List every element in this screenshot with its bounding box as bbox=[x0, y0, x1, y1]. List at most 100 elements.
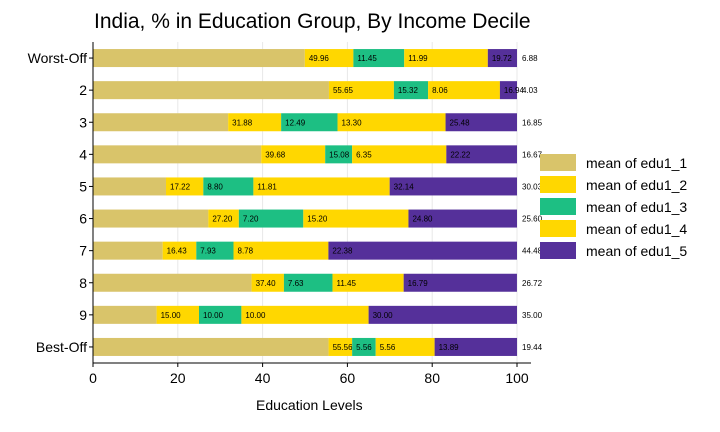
bar-segment bbox=[261, 145, 326, 164]
data-label: 13.30 bbox=[342, 118, 363, 127]
data-label: 17.22 bbox=[170, 182, 191, 191]
data-label: 30.00 bbox=[373, 311, 394, 320]
data-label: 11.45 bbox=[336, 279, 356, 288]
bar-segment bbox=[253, 177, 390, 196]
data-label: 5.56 bbox=[356, 343, 372, 352]
data-label: 10.00 bbox=[245, 311, 266, 320]
bar-segment bbox=[393, 81, 429, 100]
x-tick-label: 100 bbox=[505, 370, 529, 386]
data-label: 11.99 bbox=[408, 54, 428, 63]
end-label: 25.60 bbox=[522, 215, 543, 224]
legend: mean of edu1_1 mean of edu1_2 mean of ed… bbox=[540, 152, 687, 262]
data-label: 25.48 bbox=[450, 118, 471, 127]
bar-segment bbox=[353, 49, 405, 68]
bar-segment bbox=[251, 273, 284, 292]
data-label: 31.88 bbox=[232, 118, 253, 127]
bar-segment bbox=[93, 145, 262, 164]
bar-segment bbox=[434, 337, 518, 356]
bar-segment bbox=[203, 177, 254, 196]
data-label: 19.72 bbox=[492, 54, 513, 63]
y-tick-label: Worst-Off bbox=[28, 50, 87, 66]
legend-item-edu1-2: mean of edu1_2 bbox=[540, 174, 687, 195]
data-label: 10.00 bbox=[203, 311, 224, 320]
legend-label: mean of edu1_4 bbox=[586, 220, 688, 237]
bar-segment bbox=[325, 145, 353, 164]
data-label: 7.20 bbox=[243, 215, 259, 224]
data-label: 11.45 bbox=[357, 54, 377, 63]
data-label: 7.63 bbox=[288, 279, 304, 288]
bar-segment bbox=[196, 241, 234, 260]
end-label: 19.44 bbox=[522, 343, 543, 352]
data-label: 15.32 bbox=[398, 86, 419, 95]
bar-segment bbox=[404, 49, 488, 68]
y-tick-label: 6 bbox=[79, 211, 87, 227]
end-label: 16.85 bbox=[522, 118, 543, 127]
data-label: 8.80 bbox=[207, 182, 223, 191]
data-label: 7.93 bbox=[200, 247, 216, 256]
data-label: 24.80 bbox=[412, 215, 433, 224]
data-label: 49.96 bbox=[309, 54, 330, 63]
data-label: 5.56 bbox=[380, 343, 396, 352]
bar-segment bbox=[93, 81, 329, 100]
legend-swatch bbox=[540, 198, 576, 215]
legend-swatch bbox=[540, 176, 576, 193]
bar-segment bbox=[208, 209, 239, 228]
bar-segment bbox=[403, 273, 517, 292]
chart-title: India, % in Education Group, By Income D… bbox=[94, 10, 531, 33]
data-label: 37.40 bbox=[256, 279, 277, 288]
end-label: 30.03 bbox=[522, 182, 543, 191]
bar-segment bbox=[352, 337, 376, 356]
data-label: 55.56 bbox=[333, 343, 354, 352]
legend-label: mean of edu1_2 bbox=[586, 176, 688, 193]
bar-segment bbox=[368, 305, 517, 324]
legend-swatch bbox=[540, 220, 576, 237]
bar-segment bbox=[328, 337, 353, 356]
legend-item-edu1-4: mean of edu1_4 bbox=[540, 218, 687, 239]
bar-segment bbox=[408, 209, 517, 228]
bar-segment bbox=[445, 113, 517, 132]
bar-segment bbox=[328, 81, 394, 100]
bar-segment bbox=[283, 273, 333, 292]
data-label: 55.65 bbox=[333, 86, 354, 95]
data-label: 15.20 bbox=[307, 215, 328, 224]
bar-segment bbox=[375, 337, 435, 356]
legend-swatch bbox=[540, 154, 576, 171]
bar-segment bbox=[389, 177, 517, 196]
y-tick-label: 4 bbox=[79, 146, 87, 162]
x-tick-label: 60 bbox=[340, 370, 356, 386]
data-label: 16.79 bbox=[408, 279, 429, 288]
data-label: 22.38 bbox=[332, 247, 353, 256]
data-label: 15.00 bbox=[161, 311, 182, 320]
bar-segment bbox=[162, 241, 197, 260]
bar-segment bbox=[93, 49, 305, 68]
y-tick-label: 9 bbox=[79, 307, 87, 323]
bar-segment bbox=[332, 273, 404, 292]
bar-segment bbox=[93, 177, 167, 196]
y-tick-label: 3 bbox=[79, 114, 87, 130]
data-label: 15.08 bbox=[329, 150, 350, 159]
data-label: 6.35 bbox=[356, 150, 372, 159]
end-label: 44.48 bbox=[522, 247, 543, 256]
bar-segment bbox=[93, 305, 157, 324]
legend-label: mean of edu1_5 bbox=[586, 242, 688, 259]
data-label: 32.14 bbox=[394, 182, 415, 191]
legend-label: mean of edu1_1 bbox=[586, 154, 688, 171]
data-label: 8.06 bbox=[432, 86, 448, 95]
data-label: 16.43 bbox=[167, 247, 188, 256]
bar-segment bbox=[93, 241, 163, 260]
bar-segment bbox=[93, 273, 252, 292]
bar-segment bbox=[428, 81, 500, 100]
y-tick-label: 8 bbox=[79, 275, 87, 291]
bar-segment bbox=[199, 305, 242, 324]
data-label: 11.81 bbox=[257, 182, 277, 191]
legend-swatch bbox=[540, 242, 576, 259]
end-label: 6.88 bbox=[522, 54, 538, 63]
data-label: 12.49 bbox=[285, 118, 306, 127]
bar-segment bbox=[303, 209, 409, 228]
data-label: 8.78 bbox=[238, 247, 254, 256]
data-label: 16.94 bbox=[504, 86, 525, 95]
x-tick-label: 0 bbox=[89, 370, 97, 386]
bar-segment bbox=[337, 113, 446, 132]
bar-segment bbox=[93, 113, 229, 132]
